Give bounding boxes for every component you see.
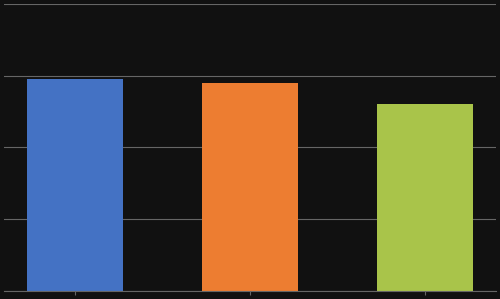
Bar [202, 83, 298, 291]
Bar [26, 79, 123, 291]
Bar [377, 104, 474, 291]
